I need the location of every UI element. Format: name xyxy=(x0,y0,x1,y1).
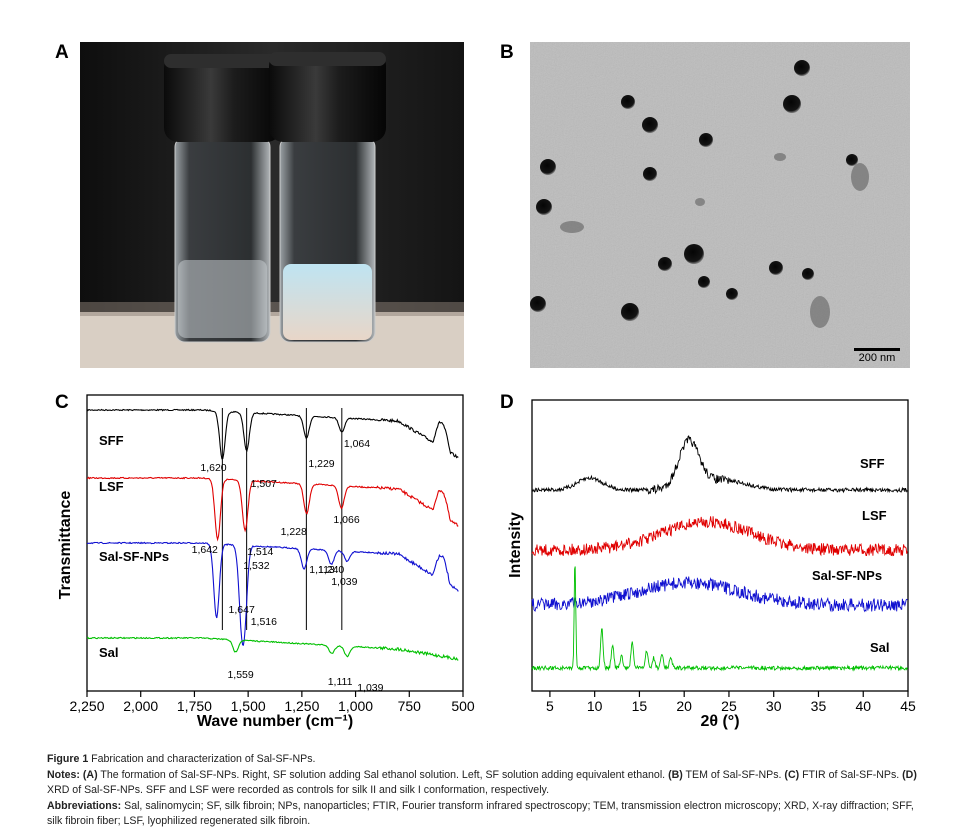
ftir-peak-label: 1,039 xyxy=(357,682,383,694)
xrd-x-tick-label: 35 xyxy=(811,698,827,714)
ftir-series-sal-sf-nps xyxy=(87,541,459,646)
ftir-series-lsf xyxy=(86,476,459,542)
ftir-series-sal xyxy=(86,636,459,661)
ftir-x-tick-label: 1,250 xyxy=(284,698,319,714)
xrd-x-tick-label: 20 xyxy=(676,698,692,714)
xrd-x-tick-label: 5 xyxy=(546,698,554,714)
xrd-x-tick-label: 30 xyxy=(766,698,782,714)
ftir-x-tick-label: 1,000 xyxy=(338,698,373,714)
ftir-x-tick-label: 1,750 xyxy=(177,698,212,714)
notes-d-tag: (D) xyxy=(902,769,917,782)
ftir-peak-label: 1,620 xyxy=(200,462,226,474)
xrd-x-tick-label: 25 xyxy=(721,698,737,714)
ftir-y-axis-label: Transmittance xyxy=(57,491,74,600)
vials-photo-drawing xyxy=(80,42,464,368)
ftir-peak-label: 1,514 xyxy=(247,546,273,558)
panel-c-label: C xyxy=(55,392,69,413)
ftir-peak-label: 1,111 xyxy=(328,676,353,688)
xrd-series-label-lsf: LSF xyxy=(862,508,887,523)
tem-image-drawing xyxy=(530,42,910,368)
xrd-x-tick-label: 45 xyxy=(900,698,916,714)
xrd-chart: SFF LSF Sal-SF-NPs Sal 5 10 15 20 25 30 35 40 45 2θ… xyxy=(507,399,916,730)
ftir-peak-label: 1,647 xyxy=(229,604,255,616)
ftir-series-label-sff: SFF xyxy=(99,433,124,448)
xrd-series-sal xyxy=(531,566,908,672)
notes-c-tag: (C) xyxy=(784,769,800,782)
xrd-y-axis-label: Intensity xyxy=(507,512,524,578)
ftir-x-axis-label: Wave number (cm⁻¹) xyxy=(197,713,353,730)
ftir-series-label-sal: Sal xyxy=(99,645,119,660)
ftir-x-tick-label: 500 xyxy=(451,698,475,714)
xrd-series-label-sal-sf-nps: Sal-SF-NPs xyxy=(812,568,882,583)
ftir-series-sff xyxy=(86,408,459,460)
notes-c: FTIR of Sal-SF-NPs. xyxy=(799,769,903,782)
ftir-peak-label: 1,066 xyxy=(333,514,359,526)
ftir-x-tick-label: 1,500 xyxy=(231,698,266,714)
figure-title: Fabrication and characterization of Sal-… xyxy=(88,753,316,765)
notes-a: The formation of Sal-SF-NPs. Right, SF s… xyxy=(97,769,669,782)
ftir-peak-label: 1,039 xyxy=(331,576,357,588)
xrd-series-sal-sf-nps xyxy=(531,576,908,613)
xrd-plot-frame xyxy=(531,399,909,692)
xrd-series-label-sal: Sal xyxy=(870,640,890,655)
panel-a-label: A xyxy=(55,42,69,63)
notes-label: Notes: xyxy=(47,769,83,782)
ftir-peak-label: 1,507 xyxy=(251,478,277,490)
ftir-series-label-sal-sf-nps: Sal-SF-NPs xyxy=(99,549,169,564)
xrd-x-tick-label: 10 xyxy=(587,698,603,714)
ftir-peak-label: 1,113 xyxy=(309,564,335,576)
ftir-peak-label: 1,064 xyxy=(344,438,370,450)
notes-a-tag: (A) xyxy=(82,769,98,782)
notes-b: TEM of Sal-SF-NPs. xyxy=(682,769,785,782)
ftir-x-tick-label: 2,250 xyxy=(69,698,104,714)
notes-d: XRD of Sal-SF-NPs. SFF and LSF were reco… xyxy=(47,783,550,796)
ftir-x-tick-label: 2,000 xyxy=(123,698,158,714)
abbreviations-text: Sal, salinomycin; SF, silk fibroin; NPs,… xyxy=(47,800,914,827)
notes-b-tag: (B) xyxy=(668,769,683,782)
panel-d-label: D xyxy=(500,392,514,413)
ftir-chart: SFF LSF Sal-SF-NPs Sal 1,620 1,507 1,229 1,064… xyxy=(57,394,475,730)
xrd-x-axis-label: 2θ (°) xyxy=(700,713,739,730)
vials-photo xyxy=(80,42,464,368)
ftir-peak-label: 1,240 xyxy=(318,564,344,576)
xrd-x-tick-label: 40 xyxy=(855,698,871,714)
ftir-peak-label: 1,642 xyxy=(192,544,218,556)
ftir-peak-label: 1,516 xyxy=(251,616,277,628)
xrd-series-label-sff: SFF xyxy=(860,456,885,471)
ftir-series-label-lsf: LSF xyxy=(99,479,124,494)
ftir-peak-label: 1,532 xyxy=(243,560,269,572)
xrd-x-tick-label: 15 xyxy=(632,698,648,714)
figure-label: Figure 1 xyxy=(47,753,89,765)
ftir-peak-label: 1,229 xyxy=(308,458,334,470)
figure-caption: Figure 1 Fabrication and characterizatio… xyxy=(47,752,917,830)
xrd-series-lsf xyxy=(531,516,908,557)
xrd-series-sff xyxy=(531,435,908,495)
scale-bar-label: 200 nm xyxy=(858,352,896,364)
scale-bar: 200 nm xyxy=(854,348,900,364)
tem-image: 200 nm xyxy=(530,42,910,368)
ftir-peak-label: 1,228 xyxy=(281,526,307,538)
ftir-peak-label: 1,559 xyxy=(227,669,253,681)
panel-b-label: B xyxy=(500,42,514,63)
abbreviations-label: Abbreviations: xyxy=(47,800,125,813)
ftir-x-tick-label: 750 xyxy=(398,698,422,714)
